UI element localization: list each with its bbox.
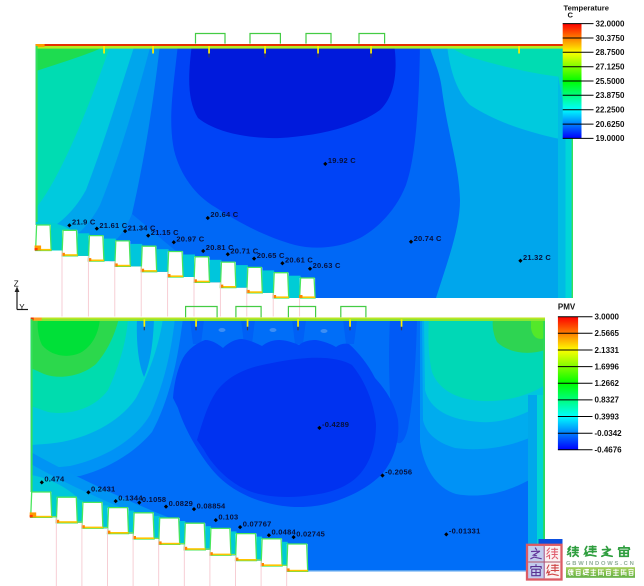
svg-text:-0.4676: -0.4676 <box>595 446 623 455</box>
svg-text:PMV: PMV <box>558 302 576 311</box>
svg-text:19.0000: 19.0000 <box>596 134 625 143</box>
svg-text:20.81 C: 20.81 C <box>206 243 234 252</box>
svg-text:2.5665: 2.5665 <box>595 329 620 338</box>
svg-text:20.74 C: 20.74 C <box>414 234 442 243</box>
svg-text:0.1344: 0.1344 <box>118 493 143 502</box>
svg-text:20.63 C: 20.63 C <box>313 261 341 270</box>
svg-text:-0.4289: -0.4289 <box>322 420 349 429</box>
svg-text:Z: Z <box>14 280 19 289</box>
svg-text:20.65 C: 20.65 C <box>257 251 285 260</box>
svg-text:0.08854: 0.08854 <box>197 501 226 510</box>
svg-text:C: C <box>568 11 574 20</box>
svg-text:28.7500: 28.7500 <box>596 48 625 57</box>
svg-text:21.61 C: 21.61 C <box>99 221 127 230</box>
svg-text:0.103: 0.103 <box>218 512 238 521</box>
svg-text:-0.2056: -0.2056 <box>385 468 412 477</box>
svg-text:32.0000: 32.0000 <box>596 19 625 28</box>
svg-text:20.6250: 20.6250 <box>596 120 625 129</box>
svg-text:21.32 C: 21.32 C <box>523 253 551 262</box>
svg-text:1.6996: 1.6996 <box>595 362 620 371</box>
svg-text:22.2500: 22.2500 <box>596 106 625 115</box>
svg-text:2.1331: 2.1331 <box>595 346 620 355</box>
svg-text:0.2431: 0.2431 <box>91 485 115 494</box>
svg-text:0.1058: 0.1058 <box>142 495 166 504</box>
svg-text:21.9 C: 21.9 C <box>72 218 96 227</box>
svg-text:0.0829: 0.0829 <box>169 499 193 508</box>
svg-text:0.474: 0.474 <box>44 475 65 484</box>
svg-text:21.34 C: 21.34 C <box>128 223 156 232</box>
svg-text:GBWINDOWS.CN: GBWINDOWS.CN <box>566 561 636 567</box>
svg-text:20.71 C: 20.71 C <box>230 247 258 256</box>
svg-text:21.15 C: 21.15 C <box>151 228 179 237</box>
svg-text:-0.0342: -0.0342 <box>595 429 623 438</box>
svg-text:0.3993: 0.3993 <box>595 412 620 421</box>
svg-text:20.64 C: 20.64 C <box>210 210 238 219</box>
svg-text:0.02745: 0.02745 <box>296 529 325 538</box>
svg-text:0.07767: 0.07767 <box>243 519 272 528</box>
svg-text:30.3750: 30.3750 <box>596 34 625 43</box>
svg-text:1.2662: 1.2662 <box>595 379 620 388</box>
svg-text:Temperature: Temperature <box>564 4 609 13</box>
svg-text:0.0484: 0.0484 <box>272 528 297 537</box>
svg-text:3.0000: 3.0000 <box>595 313 620 322</box>
svg-text:Y: Y <box>19 303 25 312</box>
svg-text:0.8327: 0.8327 <box>595 396 620 405</box>
svg-text:25.5000: 25.5000 <box>596 77 625 86</box>
svg-text:27.1250: 27.1250 <box>596 63 625 72</box>
svg-text:20.61 C: 20.61 C <box>285 256 313 265</box>
svg-text:19.92 C: 19.92 C <box>328 156 356 165</box>
svg-text:-0.01331: -0.01331 <box>449 527 481 536</box>
svg-text:20.97 C: 20.97 C <box>176 235 204 244</box>
svg-text:23.8750: 23.8750 <box>596 91 625 100</box>
